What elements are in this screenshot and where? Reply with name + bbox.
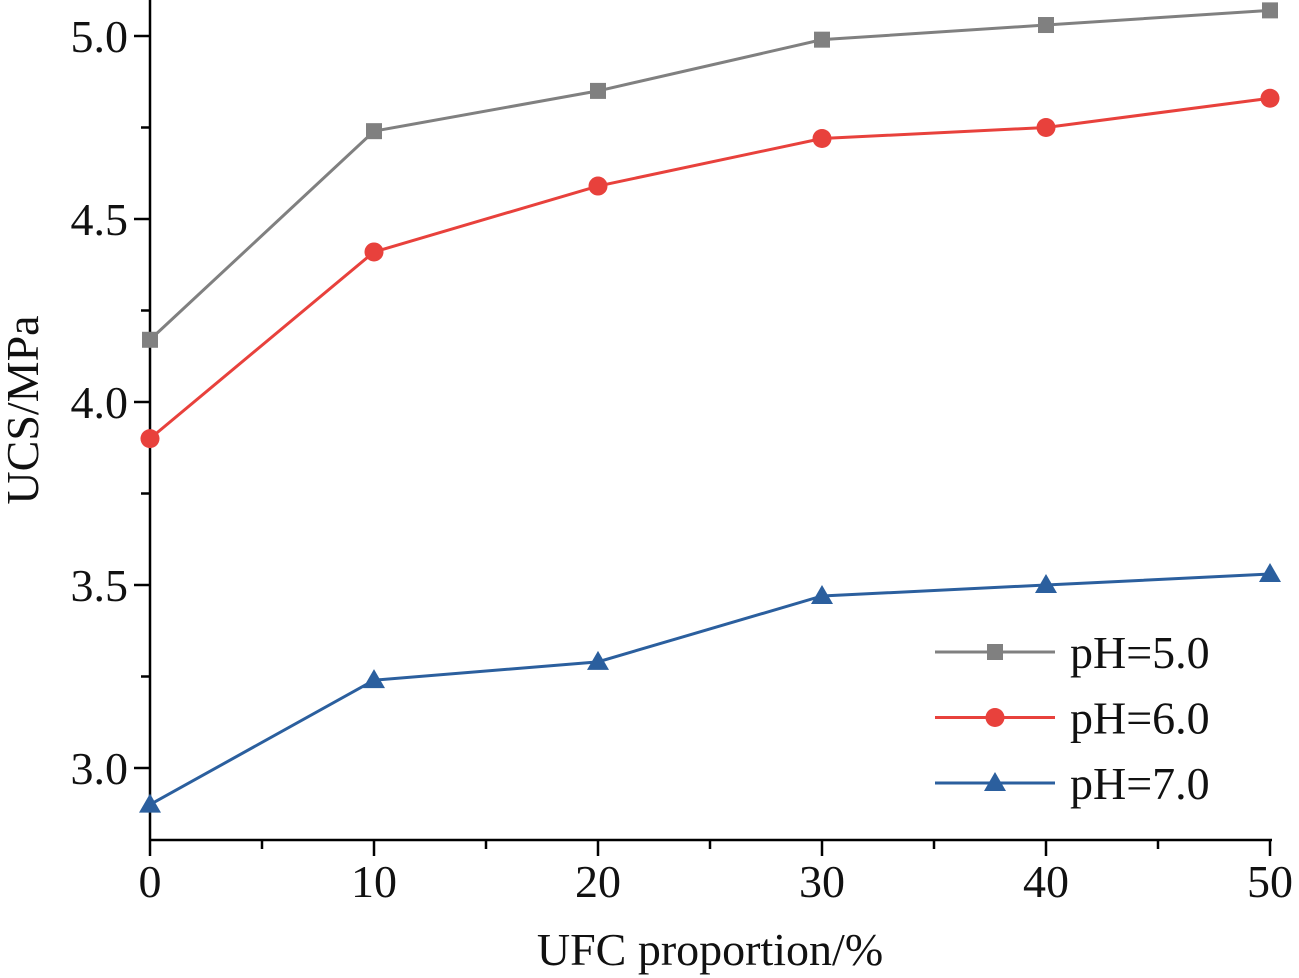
series-line — [149, 96, 1271, 440]
x-tick-label: 20 — [575, 856, 621, 907]
y-axis-title: UCS/MPa — [0, 315, 48, 504]
series-pH=6.0 — [140, 88, 1280, 449]
axes: 0 10 20 30 40 50 3.0 3.5 4.0 4.5 5.0 — [71, 0, 1293, 907]
legend-item: pH=7.0 — [935, 758, 1210, 809]
legend: pH=5.0 pH=6.0 pH=7.0 — [935, 627, 1210, 809]
data-point — [364, 242, 384, 262]
data-point — [590, 82, 606, 99]
data-point — [139, 793, 161, 813]
data-point — [1036, 118, 1056, 137]
y-tick-label: 5.0 — [71, 11, 129, 62]
x-tick-label: 0 — [139, 856, 162, 907]
data-point — [1260, 88, 1280, 108]
x-tick-label: 30 — [799, 856, 845, 907]
y-tick-label: 4.5 — [71, 194, 129, 245]
x-tick-label: 40 — [1023, 856, 1069, 907]
data-point — [1035, 574, 1057, 593]
legend-label: pH=6.0 — [1070, 693, 1210, 744]
y-tick-label: 3.5 — [71, 560, 129, 611]
legend-label: pH=7.0 — [1070, 758, 1210, 809]
data-point — [366, 123, 382, 140]
data-point — [142, 331, 158, 348]
data-point — [140, 429, 160, 449]
legend-marker — [985, 708, 1005, 727]
legend-marker — [984, 772, 1006, 791]
x-tick-label: 50 — [1247, 856, 1293, 907]
y-tick-label: 3.0 — [71, 743, 129, 794]
legend-marker — [987, 644, 1003, 660]
data-point — [1259, 563, 1281, 583]
data-point — [814, 31, 830, 48]
series-line — [149, 572, 1271, 806]
x-tick-label: 10 — [351, 856, 397, 907]
data-point — [1038, 17, 1054, 34]
legend-item: pH=5.0 — [935, 627, 1210, 678]
data-point — [587, 650, 609, 670]
series-group — [139, 2, 1281, 813]
series-pH=5.0 — [142, 2, 1278, 348]
data-point — [812, 128, 832, 148]
y-tick-label: 4.0 — [71, 377, 129, 428]
legend-label: pH=5.0 — [1070, 627, 1210, 678]
x-axis-title: UFC proportion/% — [537, 924, 883, 975]
data-point — [1262, 2, 1278, 19]
data-point — [363, 669, 385, 689]
data-point — [811, 584, 833, 604]
data-point — [588, 176, 608, 196]
series-pH=7.0 — [139, 563, 1281, 813]
series-line — [148, 8, 1271, 341]
legend-item: pH=6.0 — [935, 693, 1210, 744]
